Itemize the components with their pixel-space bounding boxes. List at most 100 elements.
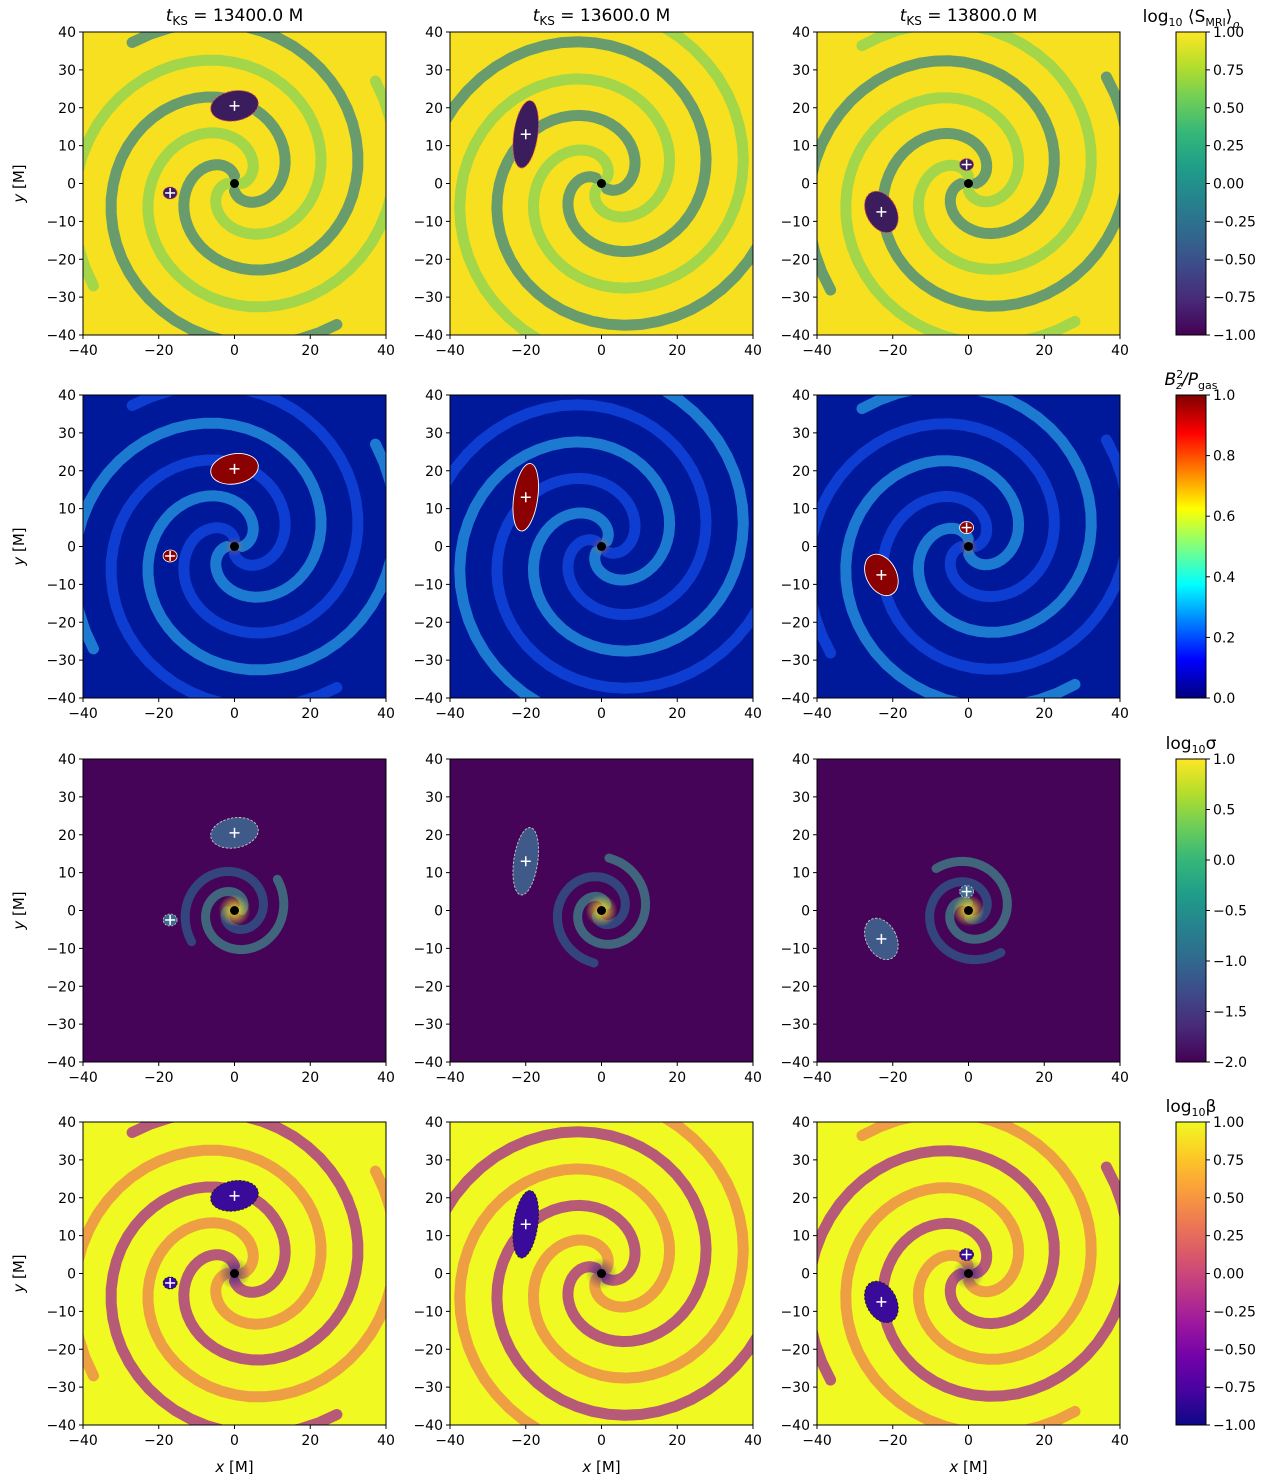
x-tick-label: 20 [668, 1070, 686, 1086]
y-tick-label: −10 [413, 1304, 443, 1320]
colorbar-tick-label: 0.6 [1213, 509, 1235, 525]
plus-marker [876, 206, 887, 217]
y-tick-label: −10 [780, 941, 810, 957]
panel-r1-c3: 40 30 20 10 0 −10 −20 −30 −40−40 −20 0 20 40 [780, 25, 1128, 359]
x-tick-label: 40 [377, 1070, 395, 1086]
y-tick-label: −20 [46, 1342, 76, 1358]
y-tick-label: 40 [792, 388, 810, 404]
y-tick-label: 40 [58, 752, 76, 768]
y-tick-label: −10 [46, 941, 76, 957]
y-tick-label: 10 [58, 1229, 76, 1245]
plus-marker [961, 159, 972, 170]
panel-r3-c1: 40 30 20 10 0 −10 −20 −30 −40−40 −20 0 20 40 [46, 752, 394, 1086]
y-tick-label: 40 [425, 25, 443, 41]
colorbar-tick-label: 0.4 [1213, 570, 1235, 586]
y-tick-label: 20 [792, 101, 810, 117]
colorbar-r4: 1.00 0.75 0.50 0.25 0.00 −0.25 −0.50 −0.75 −1.00… [1166, 1097, 1256, 1434]
x-tick-label: 0 [964, 1433, 973, 1449]
x-tick-label: −40 [68, 1433, 98, 1449]
x-tick-label: −20 [878, 1070, 908, 1086]
colorbar-tick-label: 0.0 [1213, 691, 1235, 707]
x-tick-label: 0 [964, 1070, 973, 1086]
x-tick-label: −40 [435, 706, 465, 722]
colorbar-tick-label: −1.0 [1213, 954, 1247, 970]
x-tick-label: −20 [878, 706, 908, 722]
black-hole-marker [964, 1269, 973, 1278]
black-hole-marker [597, 906, 606, 915]
colorbar-tick-label: −1.00 [1213, 328, 1256, 344]
x-tick-label: −40 [68, 706, 98, 722]
y-tick-label: −40 [780, 328, 810, 344]
y-tick-label: −40 [46, 1418, 76, 1434]
plus-marker [961, 1249, 972, 1260]
black-hole-marker [230, 179, 239, 188]
y-tick-label: 40 [58, 25, 76, 41]
colorbar-r1: 1.00 0.75 0.50 0.25 0.00 −0.25 −0.50 −0.75 −1.00… [1143, 7, 1256, 344]
column-title: tKS = 13600.0 M [533, 6, 671, 28]
y-tick-label: −40 [413, 1418, 443, 1434]
column-title: tKS = 13400.0 M [166, 6, 304, 28]
y-tick-label: −10 [46, 1304, 76, 1320]
black-hole-marker [964, 179, 973, 188]
x-tick-label: 40 [744, 1433, 762, 1449]
spiral-arm [856, 395, 1097, 638]
x-tick-label: −40 [802, 1433, 832, 1449]
plus-marker [961, 886, 972, 897]
black-hole-marker [230, 906, 239, 915]
colorbar-tick-label: 1.0 [1213, 752, 1235, 768]
colorbar-tick-label: −0.75 [1213, 1380, 1256, 1396]
y-tick-label: −40 [780, 1055, 810, 1071]
y-tick-label: −20 [413, 979, 443, 995]
y-tick-label: −10 [413, 577, 443, 593]
y-tick-label: 20 [792, 464, 810, 480]
x-tick-label: 40 [377, 706, 395, 722]
x-tick-label: −20 [144, 706, 174, 722]
y-tick-label: 10 [425, 866, 443, 882]
colorbar-tick-label: 0.50 [1213, 101, 1244, 117]
spiral-arm [817, 418, 1060, 659]
colorbar-tick-label: 0.00 [1213, 1267, 1244, 1283]
colorbar-tick-label: −0.75 [1213, 290, 1256, 306]
x-tick-label: 20 [301, 1070, 319, 1086]
x-tick-label: −40 [435, 343, 465, 359]
colorbar-tick-label: 0.0 [1213, 853, 1235, 869]
x-tick-label: 20 [1035, 706, 1053, 722]
y-tick-label: −40 [46, 691, 76, 707]
y-tick-label: 30 [58, 63, 76, 79]
x-tick-label: 0 [230, 1070, 239, 1086]
spiral-arm [454, 73, 676, 335]
x-tick-label: 20 [301, 706, 319, 722]
plus-marker [520, 1219, 531, 1230]
spiral-arm [450, 399, 712, 621]
y-tick-label: 10 [792, 866, 810, 882]
y-tick-label: 10 [58, 502, 76, 518]
x-tick-label: −20 [878, 1433, 908, 1449]
colorbar-r2: 1.0 0.8 0.6 0.4 0.2 0.0 B2 z/Pgas [1165, 368, 1236, 707]
x-tick-label: −40 [802, 1070, 832, 1086]
y-tick-label: 40 [58, 1115, 76, 1131]
y-tick-label: 30 [792, 790, 810, 806]
y-tick-label: 30 [425, 1153, 443, 1169]
colorbar-label: log10β [1166, 1097, 1217, 1119]
y-tick-label: −20 [780, 615, 810, 631]
x-tick-label: 20 [1035, 343, 1053, 359]
y-tick-label: 0 [67, 177, 76, 193]
y-tick-label: 30 [792, 1153, 810, 1169]
x-tick-label: 20 [668, 706, 686, 722]
spiral-arm [527, 1122, 749, 1384]
panel-r2-c3: 40 30 20 10 0 −10 −20 −30 −40−40 −20 0 20 40 [780, 388, 1128, 722]
y-tick-label: −30 [46, 290, 76, 306]
y-tick-label: 30 [425, 426, 443, 442]
x-tick-label: −20 [511, 343, 541, 359]
y-tick-label: −20 [780, 252, 810, 268]
y-tick-label: 0 [434, 177, 443, 193]
y-tick-label: 20 [58, 101, 76, 117]
spiral-arm [840, 455, 1081, 698]
x-tick-label: −20 [144, 1070, 174, 1086]
plus-marker [229, 100, 240, 111]
spiral-arm [83, 417, 327, 655]
colorbar-tick-label: 0.5 [1213, 803, 1235, 819]
y-tick-label: 10 [58, 139, 76, 155]
x-tick-label: −40 [435, 1433, 465, 1449]
